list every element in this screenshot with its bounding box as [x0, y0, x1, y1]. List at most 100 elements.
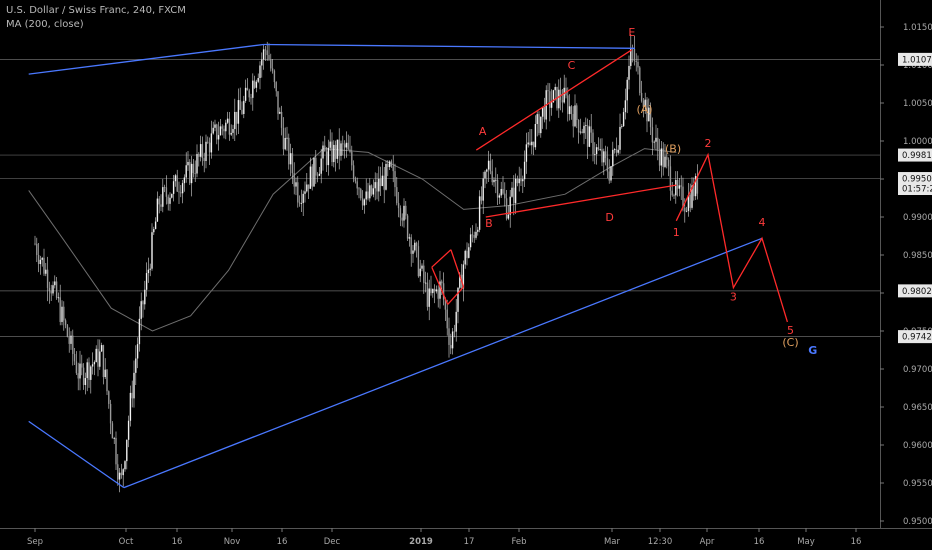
candle-body	[75, 361, 78, 374]
candle-body	[315, 157, 317, 176]
candle-body	[619, 126, 621, 150]
candle-body	[666, 156, 668, 160]
candle-body	[696, 176, 699, 194]
time-tick-label: 16	[277, 537, 288, 547]
candle-body	[43, 257, 45, 274]
trendline[interactable]	[447, 286, 465, 305]
candle-body	[86, 362, 88, 379]
candle-body	[271, 68, 274, 71]
candle-body	[273, 70, 276, 83]
candle-body	[153, 229, 155, 233]
trendline[interactable]	[263, 43, 636, 49]
candle-body	[446, 309, 448, 329]
price-tag-label: 0.97426	[902, 333, 932, 343]
candle-body	[437, 289, 439, 299]
candle-body	[396, 187, 398, 204]
candle-body	[126, 439, 128, 462]
candle-body	[216, 124, 218, 140]
candle-body	[81, 363, 83, 368]
candle-body	[450, 344, 452, 349]
trendline[interactable]	[123, 237, 763, 489]
trendline[interactable]	[28, 43, 264, 75]
candle-body	[165, 187, 168, 197]
price-tick-label: 1.01000	[903, 61, 932, 71]
candle-body	[628, 65, 630, 80]
candle-body	[646, 99, 648, 122]
trendline[interactable]	[431, 249, 452, 268]
time-axis[interactable]: Sep Oct 16 Nov 16 Dec 2019 17 Feb Mar 12:30 Apr 16 Ma…	[0, 528, 932, 547]
trendline[interactable]	[450, 249, 465, 288]
candle-body	[95, 348, 97, 363]
candle-body	[640, 92, 643, 101]
candle-body	[100, 345, 103, 352]
candle-body	[527, 142, 529, 145]
candle-body	[147, 269, 150, 274]
candle-body	[322, 145, 324, 159]
trendlines-layer[interactable]	[28, 43, 789, 489]
candle-body	[334, 144, 337, 159]
wave-label: 3	[730, 291, 737, 304]
candle-body	[442, 283, 445, 300]
candle-body	[232, 129, 234, 133]
candle-body	[615, 149, 618, 153]
candle-body	[684, 207, 686, 212]
trendline[interactable]	[675, 152, 789, 323]
trendline[interactable]	[431, 266, 449, 305]
candle-body	[538, 114, 540, 134]
candle-body	[55, 281, 58, 298]
candle-body	[369, 185, 371, 199]
candle-body	[590, 126, 592, 133]
candle-body	[387, 163, 389, 168]
time-tick-label: Mar	[604, 537, 621, 547]
time-tick-label: 12:30	[648, 537, 673, 547]
candle-body	[588, 126, 591, 147]
candle-body	[522, 179, 524, 182]
candle-body	[176, 175, 178, 192]
candle-body	[622, 112, 625, 127]
candle-body	[90, 366, 92, 380]
candle-body	[689, 194, 691, 208]
candle-body	[264, 49, 267, 51]
candle-body	[349, 149, 351, 152]
candle-body	[372, 188, 375, 195]
candle-body	[149, 268, 151, 270]
candle-body	[230, 132, 232, 135]
candle-body	[523, 161, 526, 180]
candle-body	[48, 287, 51, 291]
candle-body	[325, 151, 328, 166]
candle-body	[482, 178, 484, 201]
trendline[interactable]	[475, 49, 633, 151]
candle-body	[572, 114, 574, 127]
candle-body	[424, 282, 427, 284]
candle-body	[500, 188, 502, 196]
trendline[interactable]	[28, 420, 125, 489]
price-tick-label: 1.01500	[903, 23, 932, 33]
price-axis[interactable]: 0.950000.955000.960000.965000.970000.975…	[880, 0, 932, 550]
candle-body	[266, 50, 268, 56]
candle-body	[570, 106, 573, 115]
candle-body	[52, 285, 54, 294]
candle-body	[228, 118, 231, 135]
candle-body	[288, 137, 290, 165]
candle-body	[226, 118, 229, 123]
candle-body	[653, 141, 655, 143]
trendline[interactable]	[485, 184, 677, 218]
candle-body	[50, 290, 52, 294]
candle-body	[680, 185, 682, 187]
candle-body	[284, 137, 286, 150]
price-tag	[898, 148, 932, 162]
candle-body	[432, 288, 434, 294]
candle-body	[604, 151, 607, 159]
candle-body	[549, 91, 551, 108]
candle-body	[122, 469, 124, 476]
candle-body	[138, 318, 141, 345]
candle-body	[109, 403, 112, 424]
candle-body	[113, 438, 115, 439]
wave-label: (B)	[665, 142, 681, 155]
wave-label: A	[479, 125, 487, 138]
candle-body	[608, 171, 610, 181]
candle-body	[649, 107, 652, 128]
